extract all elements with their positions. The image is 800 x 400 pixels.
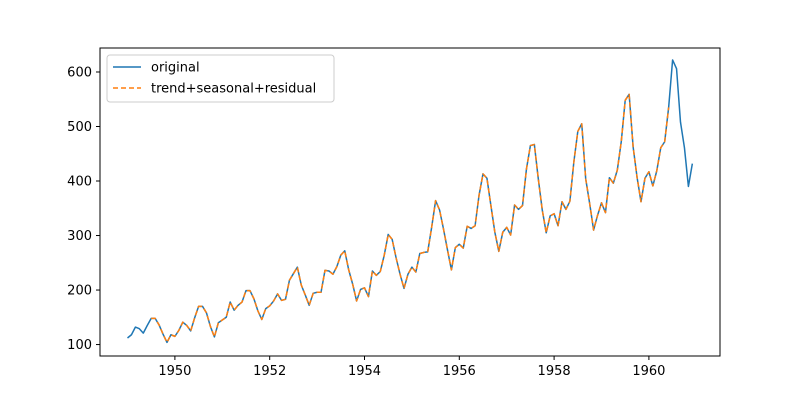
- y-tick-label: 600: [67, 65, 92, 80]
- x-tick-label: 1954: [348, 364, 381, 379]
- y-tick-label: 400: [67, 175, 92, 190]
- x-axis: 1950 1952 1954 1956 1958 1960: [158, 356, 665, 379]
- y-tick-label: 500: [67, 120, 92, 135]
- series-layer: [127, 59, 694, 344]
- series-line-1: [151, 93, 670, 344]
- y-tick-label: 300: [67, 229, 92, 244]
- legend-box: [106, 54, 335, 103]
- y-axis: 100 200 300 400 500 600: [67, 65, 100, 353]
- x-tick-label: 1952: [253, 364, 286, 379]
- y-tick-label: 200: [67, 284, 92, 299]
- x-tick-label: 1960: [632, 364, 665, 379]
- x-tick-label: 1958: [538, 364, 571, 379]
- legend: original trend+seasonal+residual: [106, 54, 335, 103]
- plot-frame: [99, 47, 721, 357]
- x-tick-label: 1956: [443, 364, 476, 379]
- x-tick-label: 1950: [158, 364, 191, 379]
- legend-label-trend-seasonal-residual: trend+seasonal+residual: [151, 82, 316, 97]
- y-tick-label: 100: [67, 338, 92, 353]
- legend-label-original: original: [151, 61, 200, 76]
